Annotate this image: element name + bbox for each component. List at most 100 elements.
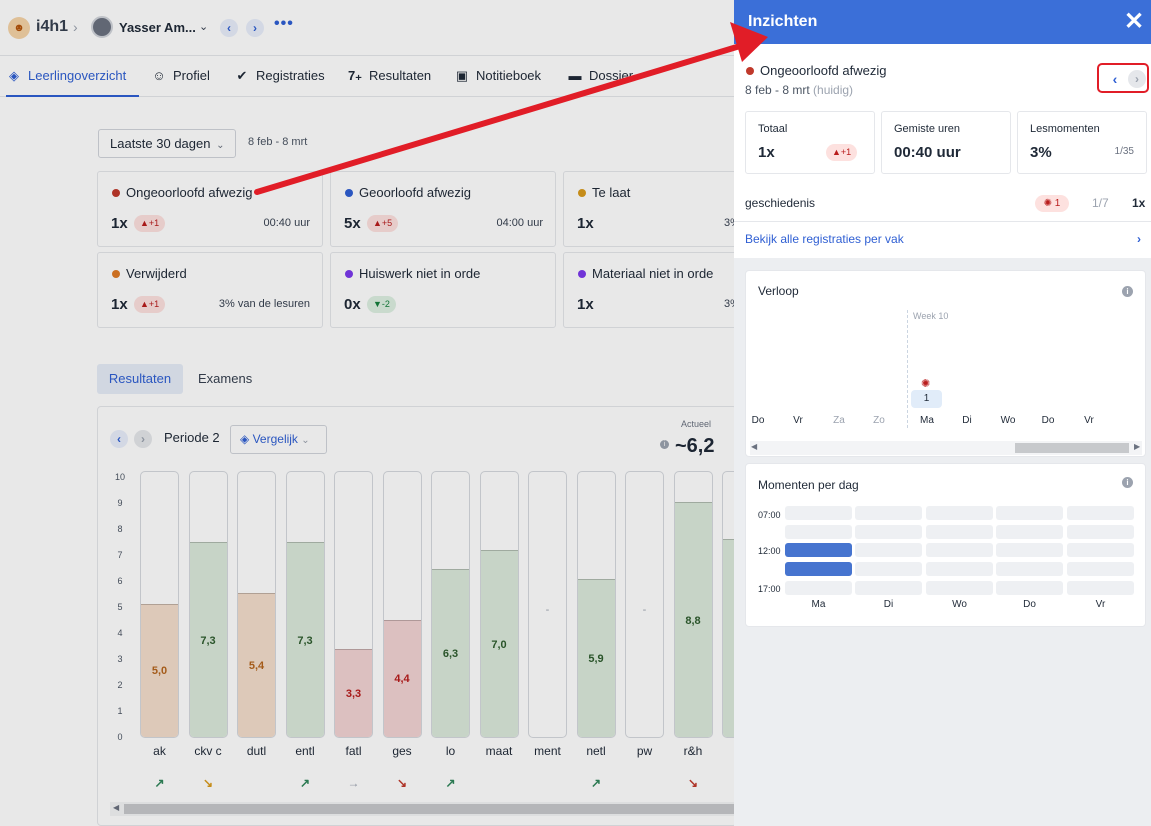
moment-cell[interactable]: [926, 525, 993, 539]
grade-bar[interactable]: 6,3: [431, 471, 470, 738]
moment-cell[interactable]: [785, 543, 852, 557]
moment-cell[interactable]: [996, 525, 1063, 539]
student-name[interactable]: Yasser Am...: [119, 20, 196, 35]
previous-student-button[interactable]: ‹: [220, 19, 238, 37]
tab-resultaten-sub[interactable]: Resultaten: [97, 364, 183, 394]
subject-label: netl: [586, 744, 606, 758]
bar-fill: [238, 592, 275, 737]
moment-cell[interactable]: [1067, 581, 1134, 595]
info-icon[interactable]: i: [1122, 477, 1133, 488]
stat-value: 3%: [1030, 144, 1052, 161]
card-count: 1x: [111, 215, 128, 232]
chevron-down-icon: ⌄: [216, 140, 225, 151]
all-registrations-link[interactable]: Bekijk alle registraties per vak: [745, 232, 904, 246]
timeline-event[interactable]: 1: [911, 390, 942, 408]
more-options-icon[interactable]: •••: [274, 15, 294, 32]
tab-examens[interactable]: Examens: [198, 371, 253, 386]
previous-period-button[interactable]: ‹: [110, 430, 128, 448]
scroll-left-icon[interactable]: ◀: [113, 803, 120, 812]
scroll-right-icon[interactable]: ▶: [1134, 442, 1141, 451]
moment-cell[interactable]: [996, 506, 1063, 520]
registration-card[interactable]: Huiswerk niet in orde 0x ▼-2: [330, 252, 556, 328]
moment-cell[interactable]: [855, 525, 922, 539]
group-icon: ☻: [8, 17, 30, 39]
y-tick-label: 6: [117, 576, 123, 586]
chevron-down-icon[interactable]: ⌄: [199, 21, 209, 33]
grade-bar[interactable]: 7,3: [188, 471, 228, 738]
bar-value-label: -: [545, 604, 550, 616]
breadcrumb-separator-icon: ›: [73, 19, 78, 35]
moment-cell[interactable]: [785, 581, 852, 595]
y-tick-label: 0: [117, 732, 123, 742]
y-tick-label: 1: [117, 706, 123, 716]
grade-bar[interactable]: 5,4: [237, 471, 276, 738]
chevron-right-icon[interactable]: ›: [1137, 232, 1141, 246]
grade-bar[interactable]: 8,8: [673, 471, 713, 738]
grade-bar[interactable]: 7,0: [479, 471, 519, 738]
moment-cell[interactable]: [785, 562, 852, 576]
grade-bar[interactable]: 5,0: [140, 471, 179, 738]
info-icon[interactable]: i: [1122, 286, 1133, 297]
moment-cell[interactable]: [926, 506, 993, 520]
grade-bar[interactable]: -: [528, 471, 567, 738]
timeline-scrollbar-thumb[interactable]: [1015, 443, 1129, 453]
next-student-button[interactable]: ›: [246, 19, 264, 37]
day-label: Do: [1041, 415, 1055, 426]
next-period-button[interactable]: ›: [134, 430, 152, 448]
registration-card[interactable]: Verwijderd 1x ▲+1 3% van de lesuren: [97, 252, 323, 328]
subject-badge: ✺ 1: [1035, 195, 1069, 212]
previous-category-button[interactable]: ‹: [1106, 70, 1124, 88]
category-range: 8 feb - 8 mrt (huidig): [745, 83, 853, 97]
moment-cell[interactable]: [926, 562, 993, 576]
moment-cell[interactable]: [996, 543, 1063, 557]
tab-leerlingoverzicht[interactable]: ◈ Leerlingoverzicht: [6, 56, 139, 97]
chart-scrollbar-thumb[interactable]: [124, 804, 735, 814]
chevron-down-icon: ⌄: [301, 435, 310, 446]
compare-button[interactable]: ◈ Vergelijk ⌄: [230, 425, 327, 454]
tab-profiel[interactable]: ☺ Profiel: [151, 56, 210, 97]
grade-bar[interactable]: 5,9: [576, 471, 616, 738]
bar-value-label: 7,3: [297, 634, 313, 647]
info-icon[interactable]: i: [660, 440, 669, 449]
trend-arrow-icon: ↘: [202, 776, 214, 790]
moment-cell[interactable]: [996, 581, 1063, 595]
moment-cell[interactable]: [926, 543, 993, 557]
moment-cell[interactable]: [926, 581, 993, 595]
moment-cell[interactable]: [1067, 562, 1134, 576]
scroll-left-icon[interactable]: ◀: [751, 442, 758, 451]
close-icon[interactable]: ✕: [1124, 8, 1145, 35]
category-dot: [112, 189, 120, 197]
card-label: Ongeoorloofd afwezig: [126, 185, 253, 200]
period-dropdown[interactable]: Laatste 30 dagen ⌄: [98, 129, 236, 158]
moment-cell[interactable]: [1067, 543, 1134, 557]
day-label: Vr: [793, 415, 803, 426]
moment-cell[interactable]: [855, 581, 922, 595]
bar-value-label: -: [642, 604, 647, 616]
grade-bar[interactable]: 3,3: [334, 471, 373, 738]
class-breadcrumb[interactable]: i4h1: [36, 18, 69, 35]
moment-cell[interactable]: [996, 562, 1063, 576]
moment-cell[interactable]: [1067, 525, 1134, 539]
category-dot: [578, 270, 586, 278]
moment-cell[interactable]: [855, 562, 922, 576]
stat-label: Totaal: [758, 123, 788, 135]
check-circle-icon: ✔: [236, 68, 248, 83]
subject-label: ges: [392, 744, 412, 758]
day-label: Di: [962, 415, 972, 426]
bar-fill: [383, 619, 421, 737]
card-count: 5x: [344, 215, 361, 232]
y-tick-label: 5: [117, 602, 123, 612]
moment-cell[interactable]: [785, 506, 852, 520]
moment-cell[interactable]: [785, 525, 852, 539]
card-count: 0x: [344, 296, 361, 313]
moment-cell[interactable]: [855, 543, 922, 557]
modal-overlay[interactable]: [0, 0, 735, 826]
next-category-button[interactable]: ›: [1128, 70, 1146, 88]
moment-cell[interactable]: [855, 506, 922, 520]
moment-cell[interactable]: [1067, 506, 1134, 520]
grade-bar[interactable]: -: [625, 471, 664, 738]
grade-bar[interactable]: 7,3: [285, 471, 325, 738]
week-divider: [907, 310, 908, 428]
bar-fill: [189, 542, 227, 737]
grade-bar[interactable]: 4,4: [382, 471, 422, 738]
